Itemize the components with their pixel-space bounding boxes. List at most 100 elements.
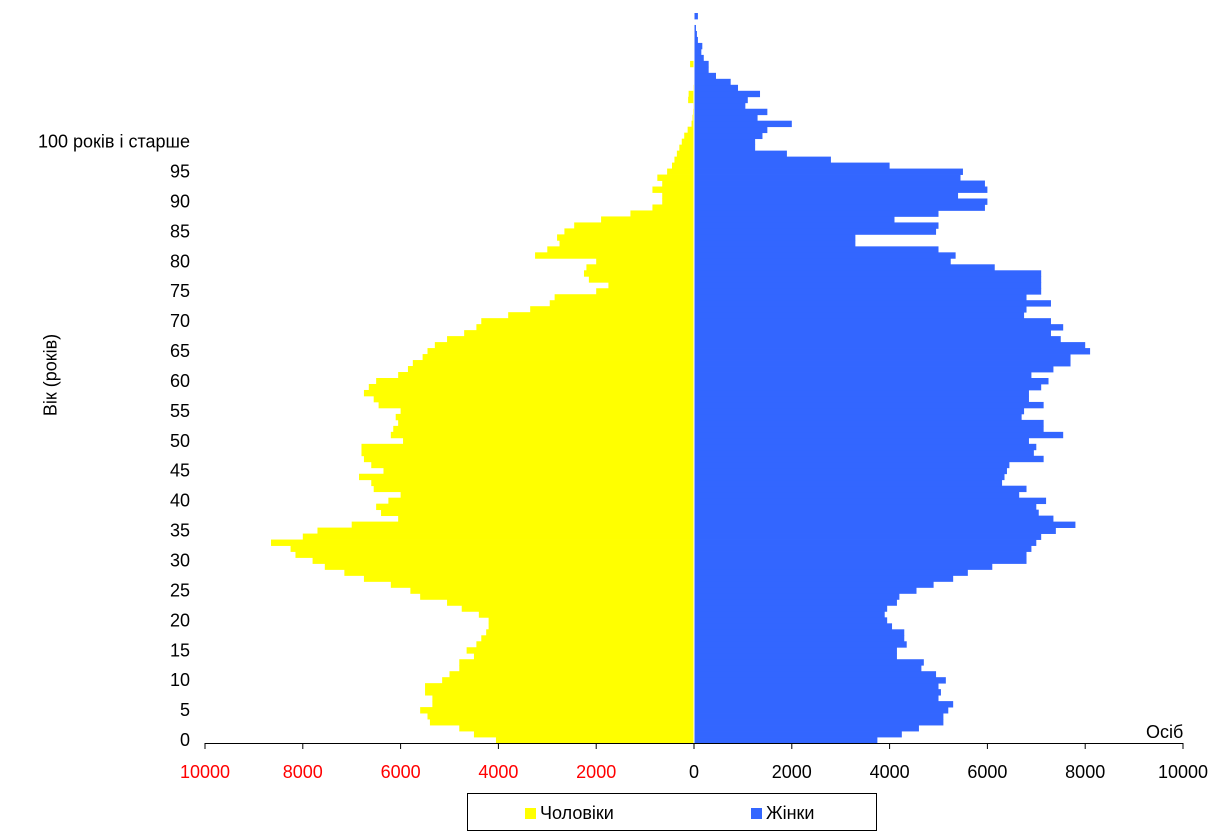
bar-women-age-20 — [694, 617, 888, 624]
bar-women-age-105 — [694, 108, 768, 116]
bar-men-age-35 — [317, 527, 694, 534]
x-tick-label: 6000 — [967, 762, 1007, 782]
bar-women-age-44 — [694, 473, 1005, 481]
bar-women-age-9 — [694, 683, 939, 690]
x-tick-label: 4000 — [478, 762, 518, 782]
bar-women-age-110 — [694, 78, 731, 86]
bar-men-age-29 — [324, 563, 694, 570]
bar-women-age-116 — [694, 42, 703, 50]
bar-women-age-112 — [694, 66, 709, 74]
bar-women-age-1 — [694, 731, 902, 738]
bar-women-age-96 — [694, 162, 890, 169]
bar-men-age-94 — [657, 174, 694, 181]
bar-men-age-93 — [662, 180, 695, 187]
bar-men-age-45 — [383, 467, 694, 475]
bar-women-age-39 — [694, 503, 1037, 511]
bar-men-age-64 — [422, 354, 694, 361]
bar-men-age-0 — [495, 737, 694, 744]
bar-men-age-7 — [432, 695, 694, 702]
legend-label-men: Чоловіки — [540, 803, 614, 823]
bar-women-age-10 — [694, 677, 946, 684]
bar-men-age-68 — [464, 330, 694, 337]
bar-women-age-90 — [694, 198, 988, 205]
x-tick-label: 10000 — [180, 762, 230, 782]
bar-women-age-94 — [694, 174, 961, 181]
bar-men-age-5 — [420, 707, 694, 714]
bar-women-age-71 — [694, 312, 1025, 319]
bar-men-age-13 — [459, 659, 694, 666]
x-tick-label: 6000 — [381, 762, 421, 782]
legend-swatch-women — [751, 808, 762, 819]
bar-men-age-100 — [681, 138, 694, 146]
bar-men-age-75 — [596, 288, 694, 295]
bar-women-age-102 — [694, 126, 768, 134]
bar-women-age-55 — [694, 407, 1025, 415]
bar-women-age-7 — [694, 695, 939, 702]
bar-women-age-37 — [694, 515, 1054, 522]
bar-men-age-50 — [403, 437, 694, 445]
y-tick-label: 30 — [170, 551, 190, 571]
bar-men-age-60 — [376, 378, 694, 385]
bar-women-age-28 — [694, 569, 968, 576]
bar-women-age-59 — [694, 383, 1042, 391]
bar-men-age-71 — [508, 312, 694, 319]
axes-group: 10000 8000 6000 4000 2000 0 2000 4000 6000 8000 10… — [38, 132, 1208, 782]
bar-men-age-78 — [583, 270, 694, 277]
bar-women-age-118 — [694, 30, 697, 38]
bar-men-age-48 — [361, 449, 694, 457]
bar-women-age-56 — [694, 401, 1044, 409]
bar-women-age-101 — [694, 132, 763, 140]
bar-men-age-92 — [652, 186, 694, 193]
bar-women-age-16 — [694, 641, 907, 648]
bar-women-age-51 — [694, 431, 1064, 439]
bar-women-age-30 — [694, 557, 1027, 564]
bar-men-age-52 — [393, 425, 694, 433]
bar-men-age-36 — [351, 521, 694, 528]
bar-women-age-114 — [694, 54, 704, 62]
bar-women-age-78 — [694, 270, 1042, 277]
bar-women-age-99 — [694, 144, 756, 152]
bar-women-age-45 — [694, 467, 1007, 475]
bar-men-age-73 — [549, 300, 694, 307]
bar-women-age-82 — [694, 246, 939, 253]
bar-women-age-104 — [694, 114, 758, 122]
bar-women-age-98 — [694, 150, 787, 157]
bar-women-age-6 — [694, 701, 954, 708]
bar-women-age-31 — [694, 551, 1027, 558]
bar-men-age-51 — [390, 431, 694, 439]
y-tick-label: 20 — [170, 610, 190, 630]
bar-men-age-42 — [373, 485, 694, 493]
bar-men-age-61 — [398, 372, 694, 379]
bar-men-age-6 — [432, 701, 694, 708]
y-tick-label: 90 — [170, 191, 190, 211]
bar-men-age-62 — [407, 366, 694, 373]
bar-men-age-39 — [376, 503, 694, 511]
bar-men-age-41 — [400, 491, 694, 499]
bar-men-age-27 — [363, 575, 694, 582]
bar-women-age-11 — [694, 671, 937, 678]
bar-men-age-33 — [271, 539, 694, 546]
bar-women-age-80 — [694, 258, 951, 265]
bar-women-age-63 — [694, 360, 1071, 367]
bar-men-age-91 — [662, 192, 695, 199]
bar-women-age-113 — [694, 60, 709, 68]
bar-men-age-8 — [425, 689, 694, 696]
bar-men-age-56 — [378, 401, 694, 409]
bar-women-age-48 — [694, 449, 1034, 457]
bar-women-age-111 — [694, 72, 716, 80]
bar-women-age-2 — [694, 725, 919, 732]
bar-women-age-119 — [694, 24, 696, 32]
bar-women-age-85 — [694, 228, 937, 235]
bar-men-age-17 — [481, 635, 694, 642]
bar-men-age-49 — [361, 443, 694, 451]
legend: Чоловіки Жінки — [467, 793, 877, 831]
bar-men-age-104 — [692, 114, 694, 122]
bar-women-age-107 — [694, 96, 748, 104]
bar-women-age-117 — [694, 36, 698, 44]
bar-women-age-8 — [694, 689, 941, 696]
bar-women-age-27 — [694, 575, 954, 582]
bar-men-age-65 — [427, 348, 694, 355]
bar-men-age-22 — [461, 605, 695, 612]
bar-women-age-40 — [694, 497, 1047, 505]
